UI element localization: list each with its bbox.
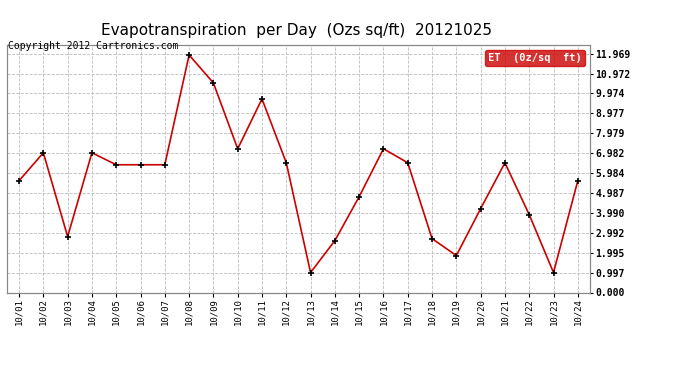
- Text: Evapotranspiration  per Day  (Ozs sq/ft)  20121025: Evapotranspiration per Day (Ozs sq/ft) 2…: [101, 22, 492, 38]
- Text: Copyright 2012 Cartronics.com: Copyright 2012 Cartronics.com: [8, 41, 179, 51]
- Legend: ET  (0z/sq  ft): ET (0z/sq ft): [485, 50, 584, 66]
